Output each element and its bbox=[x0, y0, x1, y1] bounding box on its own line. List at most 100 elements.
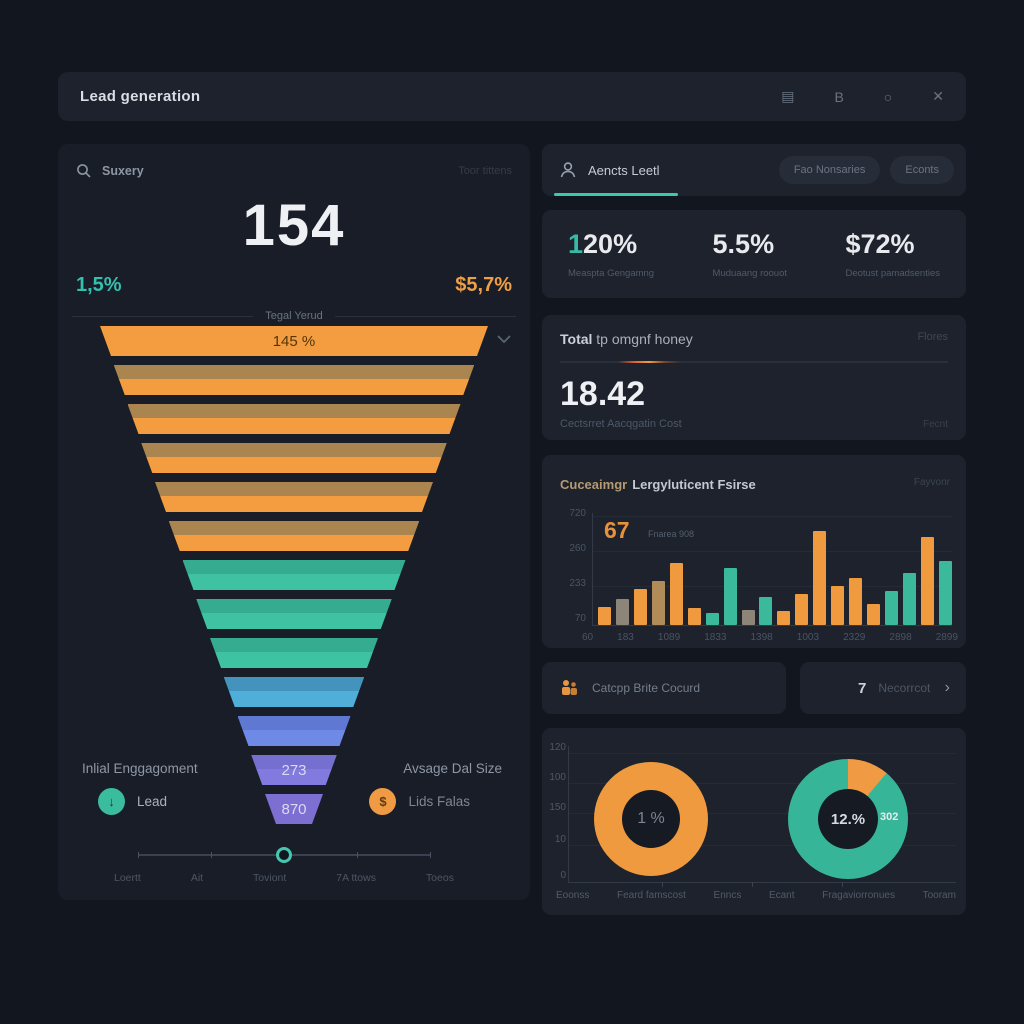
slider-label: Toviont bbox=[253, 872, 287, 884]
maximize-icon[interactable]: ○ bbox=[883, 88, 893, 105]
acquisition-cost-card: Total tp omgnf honey Flores 18.42 Cectsr… bbox=[542, 315, 966, 440]
y-tick-label: 150 bbox=[549, 802, 566, 813]
donut-chart-left: 1 % bbox=[594, 762, 708, 876]
funnel-divider: Tegal Yerud bbox=[72, 310, 516, 322]
y-tick-label: 100 bbox=[549, 772, 566, 783]
filter-pill[interactable]: Fao Nonsaries bbox=[778, 156, 881, 184]
divider-line bbox=[334, 315, 516, 317]
kpi-card: 120% Measpta Gengamng 5.5% Muduaang roou… bbox=[542, 210, 966, 298]
x-tick-label: 2899 bbox=[935, 632, 958, 643]
x-tick-label: Fragaviorronues bbox=[822, 890, 895, 901]
funnel-segment bbox=[141, 443, 447, 473]
x-tick-label: Feard famscost bbox=[616, 890, 686, 901]
money-card-title: Total tp omgnf honey bbox=[560, 331, 693, 347]
slider-tick bbox=[138, 852, 139, 858]
funnel-segment bbox=[224, 677, 365, 707]
divider-line bbox=[72, 315, 254, 317]
next-action-button[interactable]: 7 Necorrcot › bbox=[800, 662, 966, 714]
bar bbox=[705, 613, 719, 625]
right-stat-value: $5,7% bbox=[455, 274, 512, 296]
gridline bbox=[568, 783, 956, 784]
x-tick-label: 1089 bbox=[657, 632, 681, 643]
timeline-slider[interactable] bbox=[138, 847, 431, 863]
search-label: Suxery bbox=[102, 164, 144, 178]
bar bbox=[741, 610, 755, 625]
bar bbox=[920, 537, 934, 625]
progress-divider bbox=[560, 361, 948, 363]
group-action-button[interactable]: Catcpp Brite Cocurd bbox=[542, 662, 786, 714]
x-tick-label: 2898 bbox=[889, 632, 912, 643]
kpi-value: 5.5% bbox=[712, 229, 775, 259]
funnel-segment bbox=[128, 404, 461, 434]
bar bbox=[651, 581, 665, 625]
active-tab-indicator bbox=[554, 193, 678, 196]
x-tick-label: 183 bbox=[617, 632, 634, 643]
sidebar-toggle-icon[interactable]: ▤ bbox=[781, 88, 795, 104]
gridline bbox=[592, 516, 952, 517]
y-axis bbox=[568, 746, 569, 882]
divider-label: Tegal Yerud bbox=[265, 310, 323, 322]
bar bbox=[938, 561, 952, 625]
kpi-col: 5.5% Muduaang roouot bbox=[713, 229, 787, 279]
tab-leads[interactable]: Aencts Leetl bbox=[554, 144, 678, 196]
group-action-label: Catcpp Brite Cocurd bbox=[592, 681, 701, 695]
slider-tick bbox=[357, 852, 358, 858]
bar-chart-card: Cuceaimgr Lergyluticent Fsirse Fayvonr 7… bbox=[542, 455, 966, 648]
funnel-segment bbox=[155, 482, 433, 512]
chart-title: Lergyluticent Fsirse bbox=[632, 477, 756, 492]
funnel-segment bbox=[169, 521, 420, 551]
bar bbox=[687, 608, 701, 625]
search-row[interactable]: Suxery Toor tittens bbox=[76, 160, 512, 182]
kpi-label: Deotust pamadsenties bbox=[845, 268, 940, 279]
leads-tab-bar: Aencts Leetl Fao Nonsaries Econts bbox=[542, 144, 966, 196]
minimize-icon[interactable]: B bbox=[834, 88, 844, 105]
x-tick-label: Tooram bbox=[922, 890, 956, 901]
y-tick-label: 70 bbox=[574, 613, 586, 624]
close-icon[interactable]: ✕ bbox=[932, 88, 944, 104]
funnel-chart: 145 % 273 870 bbox=[58, 326, 530, 824]
person-icon bbox=[558, 160, 578, 180]
gridline bbox=[568, 845, 956, 846]
people-group-icon bbox=[558, 678, 580, 698]
slider-labels: Loertt Ait Toviont 7A ttows Toeos bbox=[114, 872, 454, 884]
axis-tick bbox=[752, 882, 753, 887]
x-tick-label: 1003 bbox=[796, 632, 820, 643]
axis-tick bbox=[662, 882, 663, 887]
slider-label: Ait bbox=[190, 872, 204, 884]
bar bbox=[759, 597, 773, 625]
funnel-segment: 145 % bbox=[100, 326, 488, 356]
funnel-segment-label: 870 bbox=[281, 800, 307, 818]
search-hint: Toor tittens bbox=[458, 165, 512, 177]
chevron-down-icon[interactable] bbox=[496, 334, 512, 344]
bar bbox=[669, 563, 683, 625]
y-tick-label: 720 bbox=[569, 508, 586, 519]
y-tick-label: 120 bbox=[549, 742, 566, 753]
chart-annotation-label: Fnarea 908 bbox=[648, 529, 695, 539]
tab-leads-label: Aencts Leetl bbox=[588, 162, 660, 178]
deal-legend-item: $ Lids Falas bbox=[369, 788, 470, 815]
slider-handle[interactable] bbox=[276, 847, 292, 863]
chart-title-accent: Cuceaimgr bbox=[560, 477, 628, 492]
acquisition-cost-value: 18.42 bbox=[560, 375, 646, 413]
title-bar: Lead generation ▤ B ○ ✕ bbox=[58, 72, 966, 121]
next-label: Necorrcot bbox=[878, 681, 931, 695]
lead-legend-item: ↓ Lead bbox=[98, 788, 167, 815]
y-tick-label: 260 bbox=[569, 543, 586, 554]
funnel-segment bbox=[196, 599, 392, 629]
bar bbox=[598, 607, 611, 625]
axis-tick bbox=[842, 882, 843, 887]
bar bbox=[849, 578, 863, 625]
y-tick-label: 10 bbox=[554, 834, 566, 845]
slider-label: Loertt bbox=[114, 872, 141, 884]
x-tick-label: 1398 bbox=[750, 632, 773, 643]
bar bbox=[777, 611, 791, 625]
bar-series bbox=[598, 517, 952, 625]
bar bbox=[831, 586, 845, 625]
bar bbox=[795, 594, 809, 625]
bar bbox=[813, 531, 827, 625]
slider-label: Toeos bbox=[425, 872, 454, 884]
filter-pill[interactable]: Econts bbox=[890, 156, 954, 184]
chart-hint: Fayvonr bbox=[913, 477, 950, 488]
bar bbox=[867, 604, 881, 625]
